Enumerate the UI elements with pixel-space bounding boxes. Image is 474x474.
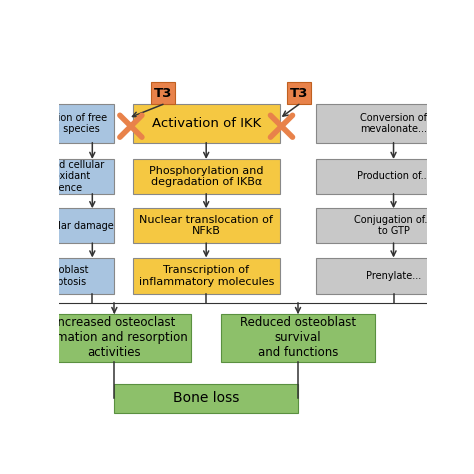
FancyBboxPatch shape	[316, 104, 471, 143]
Text: T3: T3	[154, 87, 172, 100]
FancyBboxPatch shape	[287, 82, 311, 104]
Text: Transcription of
inflammatory molecules: Transcription of inflammatory molecules	[138, 265, 274, 287]
Text: Production of...: Production of...	[357, 172, 430, 182]
Text: Osteoblast
apoptosis: Osteoblast apoptosis	[36, 265, 89, 287]
Text: Conjugation of...
to GTP: Conjugation of... to GTP	[354, 215, 433, 237]
FancyBboxPatch shape	[11, 104, 114, 143]
Text: Impaired cellular
antioxidant
defence: Impaired cellular antioxidant defence	[22, 160, 104, 193]
FancyBboxPatch shape	[316, 258, 471, 294]
Text: Increased osteoclast
formation and resorption
activities: Increased osteoclast formation and resor…	[40, 317, 188, 359]
FancyBboxPatch shape	[133, 159, 280, 194]
Text: Generation of free
radical species: Generation of free radical species	[18, 113, 108, 134]
FancyBboxPatch shape	[133, 104, 280, 143]
FancyBboxPatch shape	[221, 314, 375, 362]
FancyBboxPatch shape	[316, 159, 471, 194]
FancyBboxPatch shape	[133, 258, 280, 294]
Text: Nuclear translocation of
NFkB: Nuclear translocation of NFkB	[139, 215, 273, 237]
FancyBboxPatch shape	[11, 258, 114, 294]
Text: Conversion of
mevalonate...: Conversion of mevalonate...	[360, 113, 427, 134]
FancyBboxPatch shape	[316, 209, 471, 243]
Text: Bone loss: Bone loss	[173, 391, 239, 405]
FancyBboxPatch shape	[114, 383, 298, 413]
FancyBboxPatch shape	[133, 209, 280, 243]
Text: Intracellular damage: Intracellular damage	[12, 221, 114, 231]
Text: Phosphorylation and
degradation of IKBα: Phosphorylation and degradation of IKBα	[149, 165, 264, 187]
Text: Activation of IKK: Activation of IKK	[152, 117, 261, 130]
FancyBboxPatch shape	[37, 314, 191, 362]
FancyBboxPatch shape	[11, 209, 114, 243]
Text: T3: T3	[290, 87, 308, 100]
Text: Prenylate...: Prenylate...	[366, 271, 421, 281]
FancyBboxPatch shape	[151, 82, 175, 104]
FancyBboxPatch shape	[11, 159, 114, 194]
Text: Reduced osteoblast
survival
and functions: Reduced osteoblast survival and function…	[240, 317, 356, 359]
